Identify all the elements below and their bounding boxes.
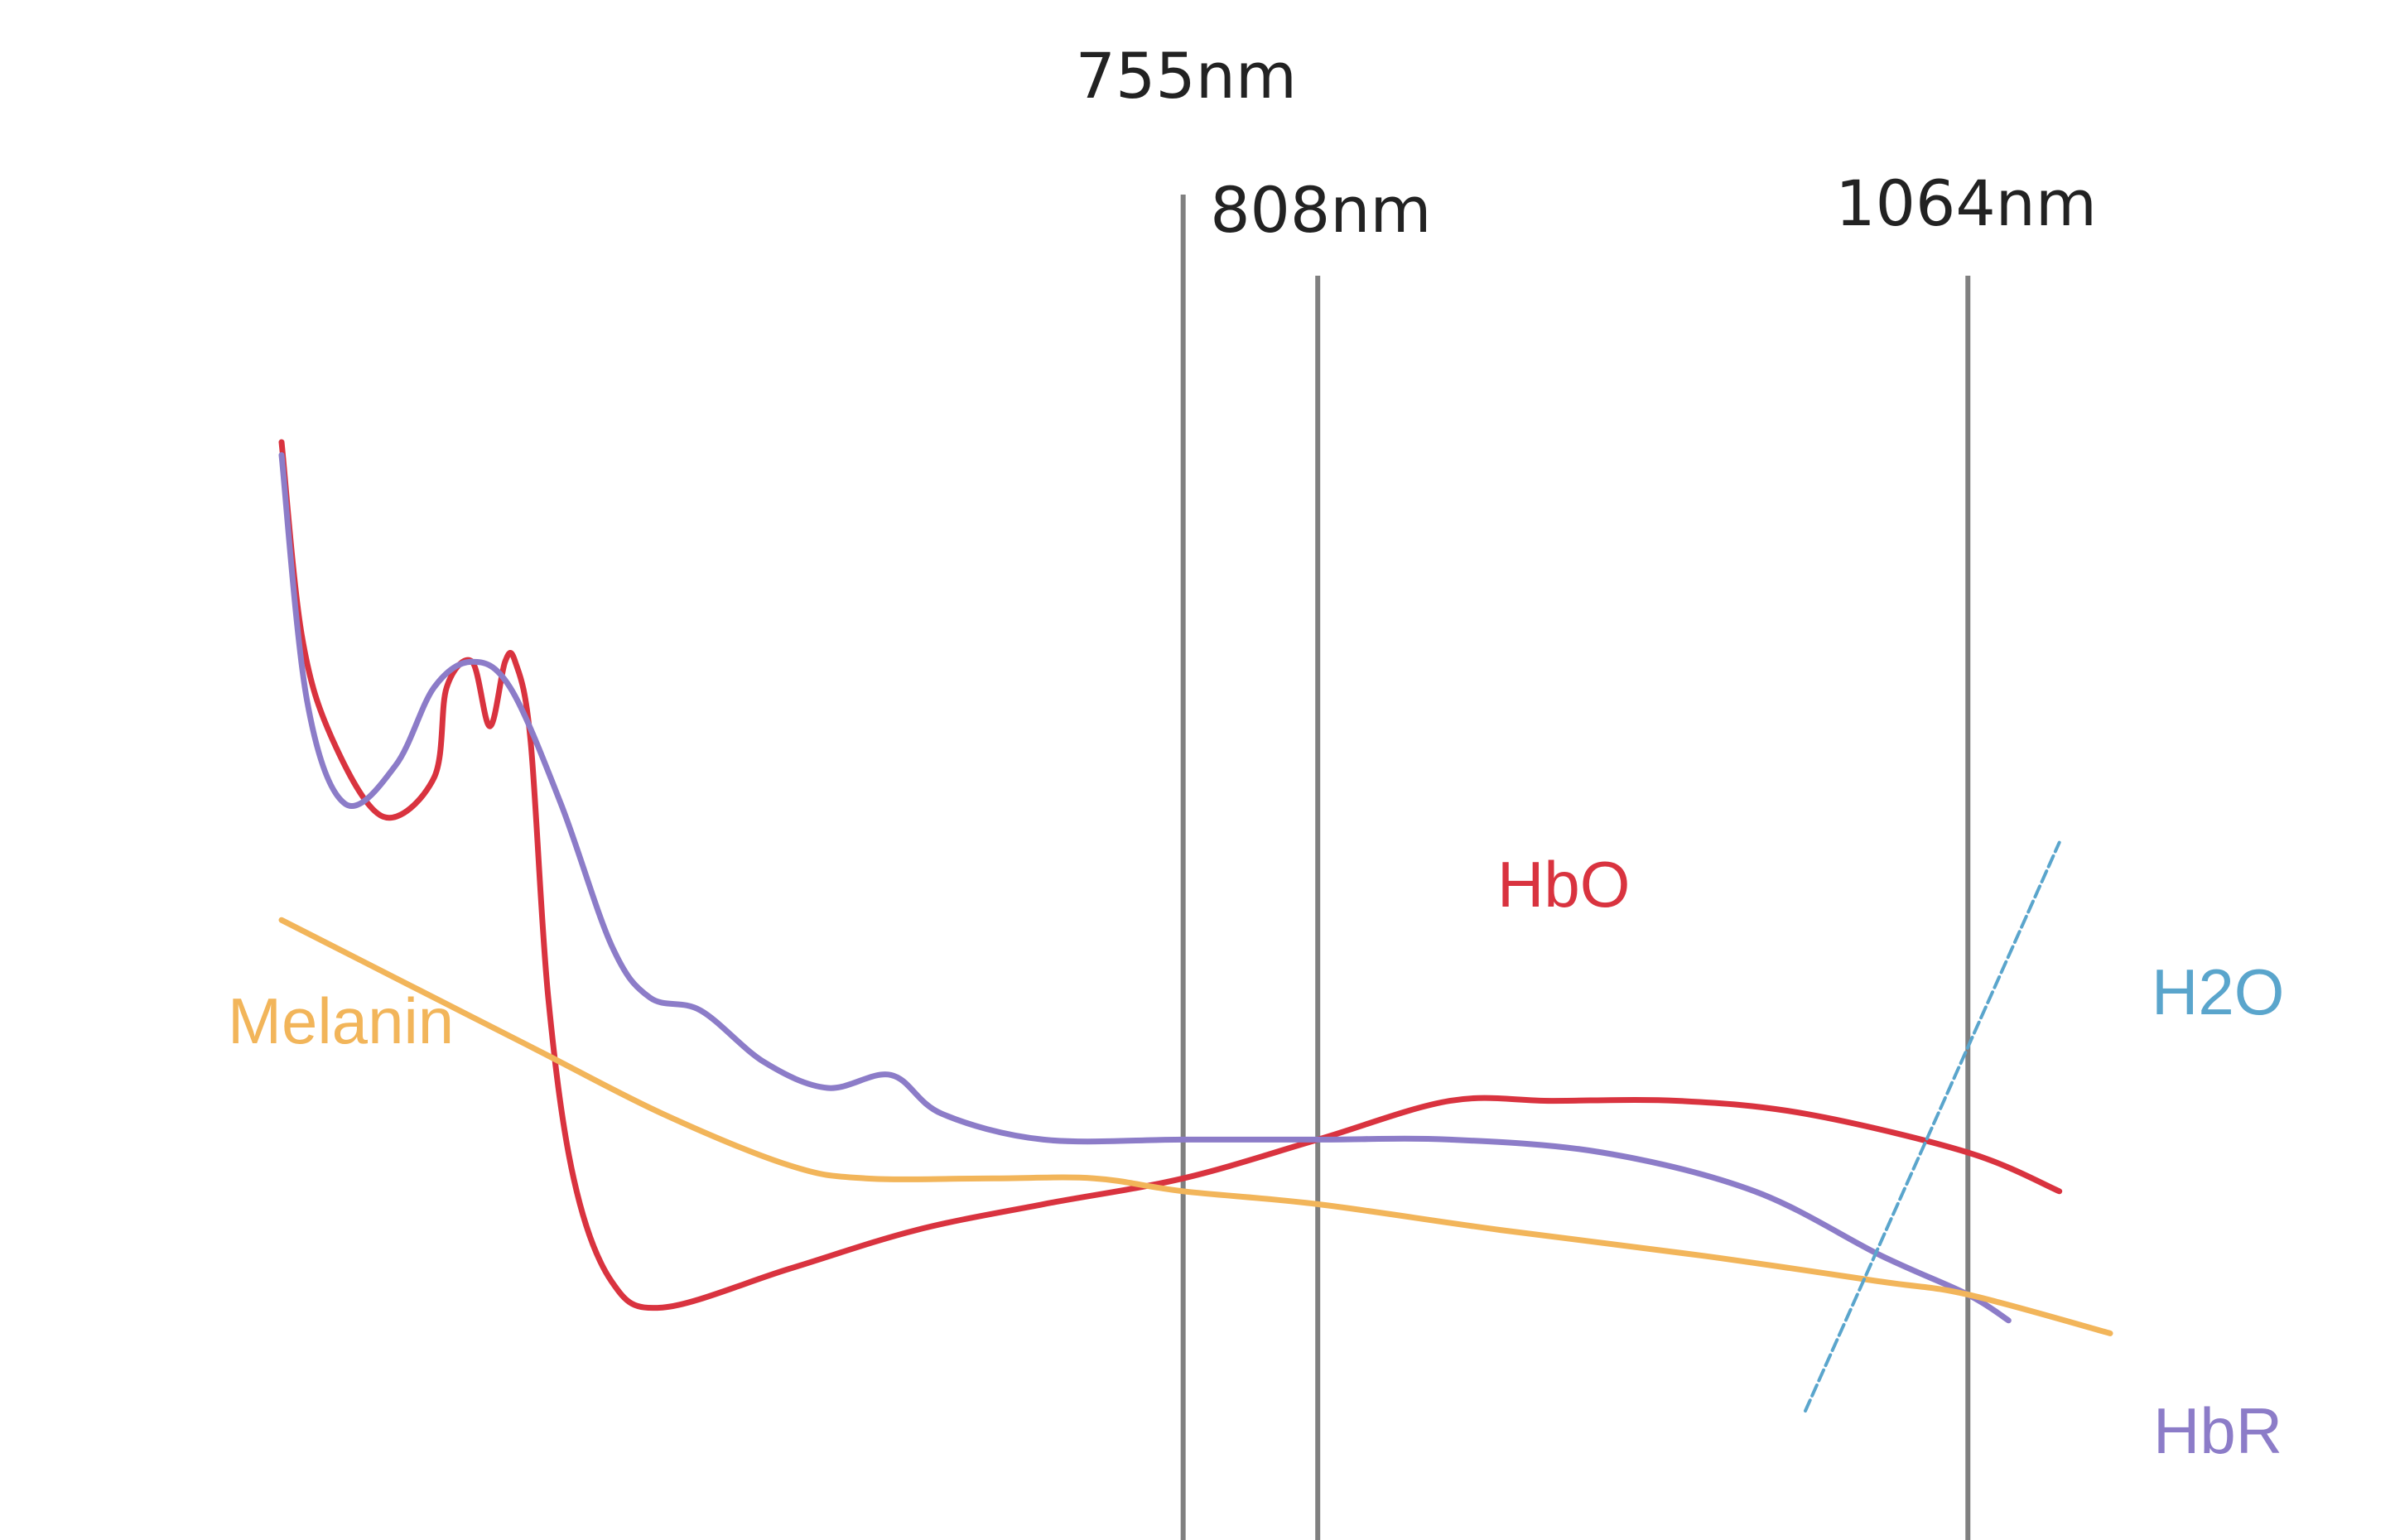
series-label-melanin: Melanin xyxy=(228,984,454,1057)
marker-label-808: 808nm xyxy=(1210,173,1431,247)
series-label-h2o: H2O xyxy=(2152,955,2284,1028)
marker-label-755: 755nm xyxy=(1076,39,1297,113)
series-line-melanin xyxy=(278,917,2113,1336)
series-line-hbo xyxy=(278,439,2063,1311)
series-line-h2o xyxy=(1804,840,2061,1412)
series-label-hbo: HbO xyxy=(1497,848,1630,921)
series-labels: HbO HbR Melanin H2O xyxy=(228,848,2284,1467)
series-line-hbr xyxy=(278,452,2012,1324)
series-label-hbr: HbR xyxy=(2153,1394,2282,1467)
series-curves xyxy=(278,439,2113,1412)
marker-label-1064: 1064nm xyxy=(1835,166,2097,240)
wavelength-markers: 755nm 808nm 1064nm xyxy=(1076,39,2097,1540)
